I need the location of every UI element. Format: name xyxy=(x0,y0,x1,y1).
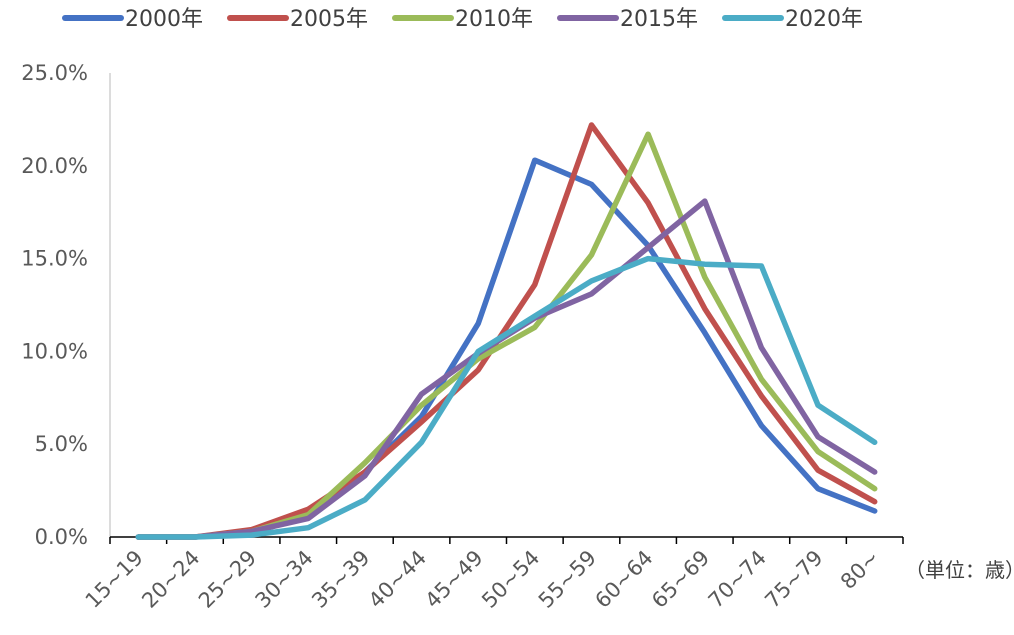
x-tick-label: 65~69 xyxy=(647,546,714,613)
x-axis: 15~1920~2425~2930~3435~3940~4445~4950~54… xyxy=(81,536,904,613)
y-tick-label: 25.0% xyxy=(21,61,88,85)
legend-label: 2020年 xyxy=(785,7,863,32)
y-tick-label: 5.0% xyxy=(35,432,88,456)
legend-label: 2010年 xyxy=(455,7,533,32)
x-tick-label: 45~49 xyxy=(421,546,488,613)
x-tick-label: 60~64 xyxy=(590,546,657,613)
x-axis-unit-label: （単位：歳） xyxy=(905,558,1014,582)
series-line xyxy=(135,255,878,540)
x-tick-label: 70~74 xyxy=(704,546,771,613)
x-tick-label: 30~34 xyxy=(251,546,318,613)
x-tick-label: 75~79 xyxy=(760,546,827,613)
y-tick-label: 10.0% xyxy=(21,339,88,363)
x-tick-label: 25~29 xyxy=(194,546,261,613)
x-tick-label: 50~54 xyxy=(477,546,544,613)
x-tick-label: 40~44 xyxy=(364,546,431,613)
series-line xyxy=(135,198,878,540)
x-tick-label: 15~19 xyxy=(81,546,148,613)
legend: 2000年 2005年 2010年 2015年 2020年 xyxy=(62,7,863,32)
y-axis: 0.0% 5.0% 10.0% 15.0% 20.0% 25.0% xyxy=(21,61,111,549)
x-tick-label: 20~24 xyxy=(137,546,204,613)
y-tick-label: 20.0% xyxy=(21,154,88,178)
x-tick-label: 35~39 xyxy=(307,546,374,613)
x-tick-label: 80~ xyxy=(836,546,884,594)
x-tick-label: 55~59 xyxy=(534,546,601,613)
legend-label: 2000年 xyxy=(125,7,203,32)
legend-label: 2015年 xyxy=(620,7,698,32)
y-tick-label: 0.0% xyxy=(35,525,88,549)
y-tick-label: 15.0% xyxy=(21,247,88,271)
series-lines xyxy=(135,122,878,540)
legend-label: 2005年 xyxy=(290,7,368,32)
